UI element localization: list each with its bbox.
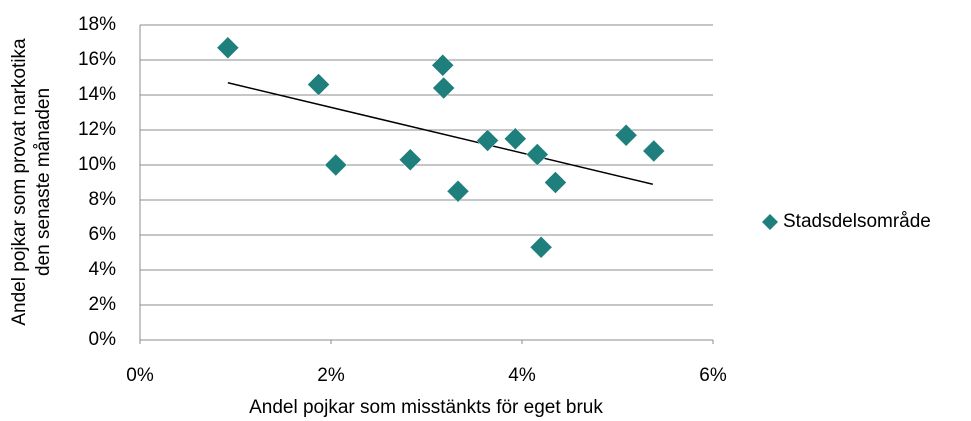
point (216, 36, 240, 60)
y-axis-title: Andel pojkar som provat narkotika (9, 38, 30, 326)
x-tick-label: 6% (699, 365, 727, 386)
point (476, 129, 499, 152)
point (642, 139, 666, 163)
y-tick-label: 14% (78, 84, 116, 105)
y-tick-label: 6% (89, 224, 117, 245)
point (503, 127, 527, 151)
y-tick-label: 12% (78, 119, 116, 140)
y-tick-label: 4% (89, 259, 117, 280)
y-tick-label: 16% (78, 49, 116, 70)
point (432, 76, 456, 100)
point (398, 148, 422, 172)
point (307, 73, 330, 96)
legend-marker (762, 214, 778, 230)
x-tick-label: 2% (317, 365, 345, 386)
trendline (227, 82, 654, 185)
point (614, 123, 638, 147)
point (324, 153, 348, 177)
y-tick-label: 0% (89, 329, 117, 350)
y-tick-label: 18% (78, 14, 116, 35)
legend-label: Stadsdelsområde (783, 211, 931, 232)
y-tick-label: 10% (78, 154, 116, 175)
point (529, 235, 553, 259)
x-tick-label: 0% (126, 365, 154, 386)
point (544, 171, 567, 194)
y-tick-label: 2% (89, 294, 117, 315)
y-tick-label: 8% (89, 189, 117, 210)
x-axis-title: Andel pojkar som misstänkts för eget bru… (249, 397, 603, 418)
point (525, 143, 549, 166)
x-tick-label: 4% (508, 365, 536, 386)
point (446, 179, 470, 203)
y-axis-title: den senaste månaden (33, 88, 54, 276)
point (431, 53, 455, 77)
